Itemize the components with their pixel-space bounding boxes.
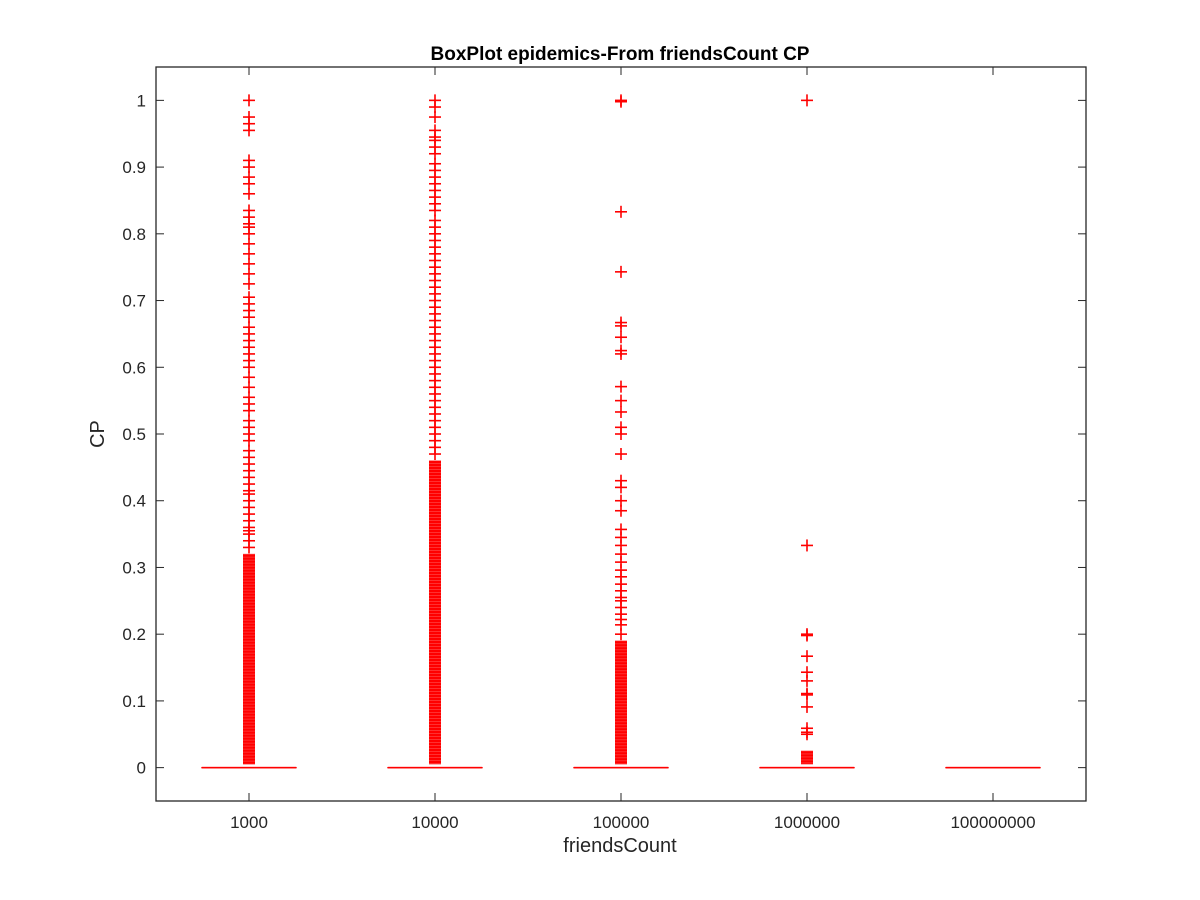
outlier-point [243, 541, 255, 554]
outlier-point [429, 111, 441, 124]
outlier-point [243, 227, 255, 240]
y-tick-label: 0.7 [122, 292, 146, 311]
outlier-point [243, 434, 255, 447]
outlier-point [243, 361, 255, 374]
x-tick-label: 1000 [230, 813, 268, 832]
axis-layer: 0 0.1 0.2 0.3 0.4 0.5 0.6 0.7 0.8 0.9 1 1000 10000 10… [122, 67, 1086, 832]
x-axis-label: friendsCount [563, 835, 677, 857]
outlier-point [243, 161, 255, 174]
outlier-point [801, 94, 813, 107]
outlier-point [429, 101, 441, 114]
y-tick-label: 0 [137, 759, 146, 778]
outlier-point [615, 265, 627, 278]
outlier-point [615, 331, 627, 344]
outlier-point [615, 448, 627, 461]
outlier-point [243, 187, 255, 200]
x-tick-label: 1000000 [774, 813, 840, 832]
outlier-point [615, 95, 627, 108]
x-tick-label: 10000 [411, 813, 458, 832]
outlier-point [615, 319, 627, 332]
y-tick-label: 1 [137, 91, 146, 110]
y-tick-label: 0.2 [122, 625, 146, 644]
outlier-point [801, 674, 813, 687]
outlier-point [243, 247, 255, 260]
outlier-point [615, 428, 627, 440]
dense-outliers [801, 750, 813, 765]
outlier-point [243, 404, 255, 417]
outlier-point [243, 237, 255, 250]
chart-title: BoxPlot epidemics-From friendsCount CP [431, 44, 810, 65]
x-tick-label: 100000 [593, 813, 650, 832]
outlier-layer [243, 94, 813, 765]
outlier-point [243, 277, 255, 290]
outlier-point [615, 494, 627, 507]
outlier-point [615, 504, 627, 517]
y-tick-label: 0.4 [122, 492, 146, 511]
y-tick-label: 0.9 [122, 158, 146, 177]
outlier-point [801, 688, 813, 701]
x-tick-label: 100000000 [950, 813, 1035, 832]
outlier-point [615, 347, 627, 360]
outlier-point [615, 481, 627, 494]
y-tick-label: 0.6 [122, 358, 146, 377]
outlier-point [429, 204, 441, 217]
outlier-point [615, 405, 627, 418]
y-tick-label: 0.5 [122, 425, 146, 444]
outlier-point [801, 539, 813, 552]
outlier-point [429, 147, 441, 160]
outlier-point [243, 124, 255, 137]
outlier-point [615, 205, 627, 218]
outlier-point [243, 267, 255, 280]
y-tick-label: 0.1 [122, 692, 146, 711]
outlier-point [243, 177, 255, 190]
outlier-point [801, 728, 813, 741]
y-axis-label: CP [87, 420, 109, 448]
outlier-point [243, 381, 255, 394]
outlier-point [801, 650, 813, 663]
outlier-point [243, 371, 255, 384]
outlier-point [243, 94, 255, 107]
axes-frame [155, 66, 1087, 802]
dense-outliers [615, 640, 627, 765]
outlier-point [615, 628, 627, 641]
outlier-point [429, 448, 441, 461]
outlier-point [801, 629, 813, 642]
y-tick-label: 0.3 [122, 558, 146, 577]
outlier-point [243, 311, 255, 324]
outlier-point [615, 394, 627, 407]
outlier-point [243, 257, 255, 270]
outlier-point [801, 700, 813, 713]
outlier-point [615, 380, 627, 393]
y-tick-label: 0.8 [122, 225, 146, 244]
